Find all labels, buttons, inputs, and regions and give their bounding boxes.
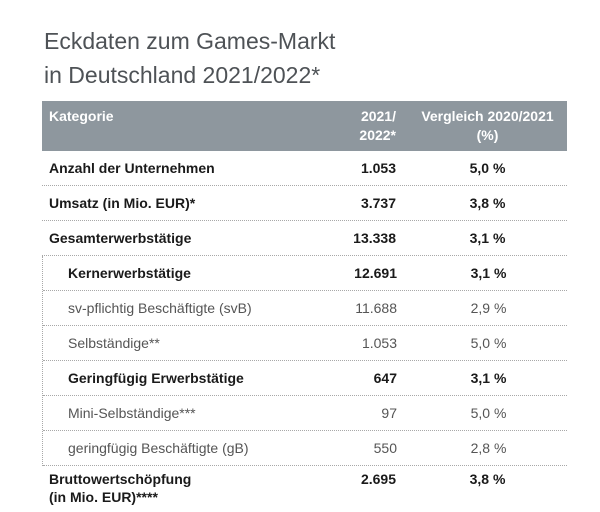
row-change: 2,9 % — [470, 300, 507, 316]
header-year: 2021/ 2022* — [330, 107, 396, 145]
row-label: Bruttowertschöpfung (in Mio. EUR)**** — [49, 470, 191, 506]
row-change: 3,1 % — [470, 370, 507, 386]
row-value: 1.053 — [361, 335, 397, 351]
employment-subgroup: Kernerwerbstätige 12.691 3,1 % sv-pflich… — [42, 256, 567, 466]
table-row: sv-pflichtig Beschäftigte (svB) 11.688 2… — [43, 291, 567, 326]
table-row: Umsatz (in Mio. EUR)* 3.737 3,8 % — [42, 186, 567, 221]
header-comparison-line-2: (%) — [476, 127, 499, 143]
row-value: 13.338 — [353, 230, 396, 246]
table-row: Mini-Selbständige*** 97 5,0 % — [43, 396, 567, 431]
row-value: 3.737 — [360, 195, 396, 211]
page-title: Eckdaten zum Games-Markt in Deutschland … — [44, 24, 564, 92]
row-value: 97 — [381, 405, 397, 421]
row-label: Umsatz (in Mio. EUR)* — [49, 195, 196, 211]
row-label: Anzahl der Unternehmen — [49, 160, 215, 176]
row-change: 5,0 % — [469, 160, 506, 176]
row-value: 2.695 — [360, 471, 396, 487]
table-row: geringfügig Beschäftigte (gB) 550 2,8 % — [43, 431, 567, 466]
title-line-2: in Deutschland 2021/2022* — [44, 62, 321, 88]
header-year-line-2: 2022* — [359, 127, 396, 143]
row-label: Kernerwerbstätige — [68, 265, 191, 281]
title-line-1: Eckdaten zum Games-Markt — [44, 28, 336, 54]
table-row: Anzahl der Unternehmen 1.053 5,0 % — [42, 151, 567, 186]
table-row: Kernerwerbstätige 12.691 3,1 % — [43, 256, 567, 291]
row-value: 550 — [373, 440, 397, 456]
table-header: Kategorie 2021/ 2022* Vergleich 2020/202… — [42, 101, 567, 151]
row-change: 2,8 % — [470, 440, 507, 456]
row-change: 3,1 % — [470, 265, 507, 281]
row-change: 3,8 % — [469, 195, 506, 211]
row-label: Gesamterwerbstätige — [49, 230, 192, 246]
header-kategorie: Kategorie — [49, 108, 114, 124]
table-row: Bruttowertschöpfung (in Mio. EUR)**** 2.… — [42, 466, 567, 512]
data-table: Kategorie 2021/ 2022* Vergleich 2020/202… — [42, 101, 567, 512]
row-label: Mini-Selbständige*** — [68, 405, 196, 421]
header-year-line-1: 2021/ — [360, 108, 396, 124]
row-label: sv-pflichtig Beschäftigte (svB) — [68, 300, 252, 316]
row-label: Selbständige** — [68, 335, 160, 351]
row-label: geringfügig Beschäftigte (gB) — [68, 440, 249, 456]
header-comparison-line-1: Vergleich 2020/2021 — [421, 108, 554, 124]
row-change: 5,0 % — [470, 335, 507, 351]
header-comparison: Vergleich 2020/2021 (%) — [408, 107, 567, 145]
row-value: 11.688 — [355, 300, 397, 316]
row-change: 3,8 % — [469, 471, 506, 487]
row-change: 3,1 % — [469, 230, 506, 246]
row-label-line-2: (in Mio. EUR)**** — [49, 489, 158, 505]
row-change: 5,0 % — [470, 405, 507, 421]
row-value: 647 — [373, 370, 397, 386]
row-label-line-1: Bruttowertschöpfung — [49, 471, 192, 487]
row-value: 1.053 — [360, 160, 396, 176]
table-row: Selbständige** 1.053 5,0 % — [43, 326, 567, 361]
table-row: Geringfügig Erwerbstätige 647 3,1 % — [43, 361, 567, 396]
row-label: Geringfügig Erwerbstätige — [68, 370, 244, 386]
row-value: 12.691 — [354, 265, 397, 281]
table-row: Gesamterwerbstätige 13.338 3,1 % — [42, 221, 567, 256]
